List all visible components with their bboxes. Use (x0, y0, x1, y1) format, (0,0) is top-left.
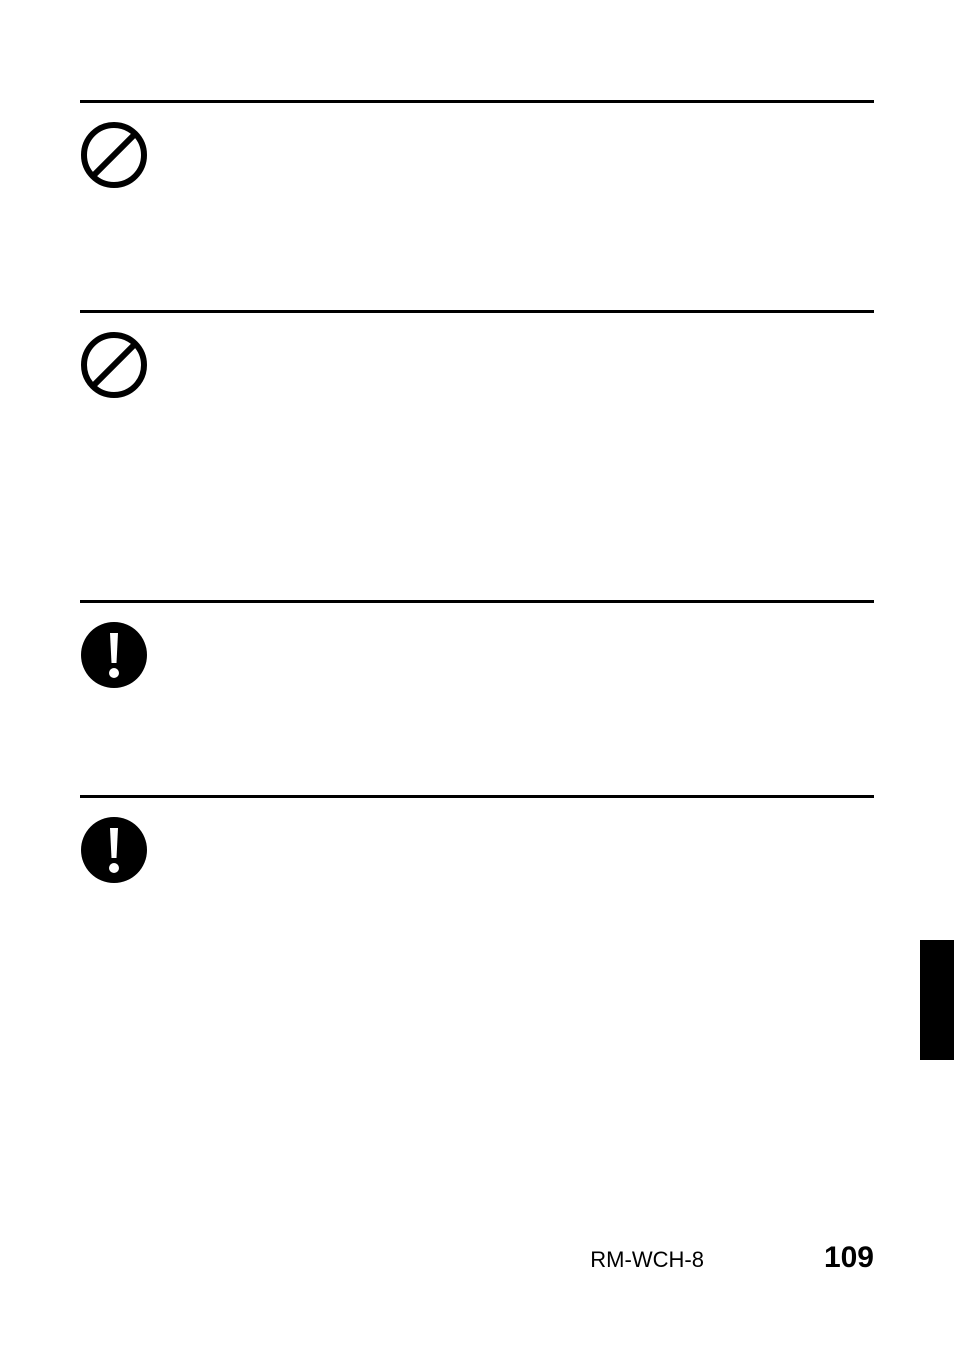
caution-icon (80, 621, 152, 694)
caution-icon (80, 816, 152, 889)
page-footer: RM-WCH-8 109 (80, 1241, 874, 1275)
prohibit-icon (80, 121, 152, 194)
prohibit-icon (80, 331, 152, 404)
warning-section (80, 100, 874, 310)
document-page: RM-WCH-8 109 (0, 0, 954, 1345)
section-gap (80, 540, 874, 600)
caution-section (80, 795, 874, 945)
side-tab (920, 940, 954, 1060)
warning-section (80, 310, 874, 540)
model-label: RM-WCH-8 (590, 1247, 704, 1273)
page-number: 109 (824, 1241, 874, 1275)
caution-section (80, 600, 874, 795)
